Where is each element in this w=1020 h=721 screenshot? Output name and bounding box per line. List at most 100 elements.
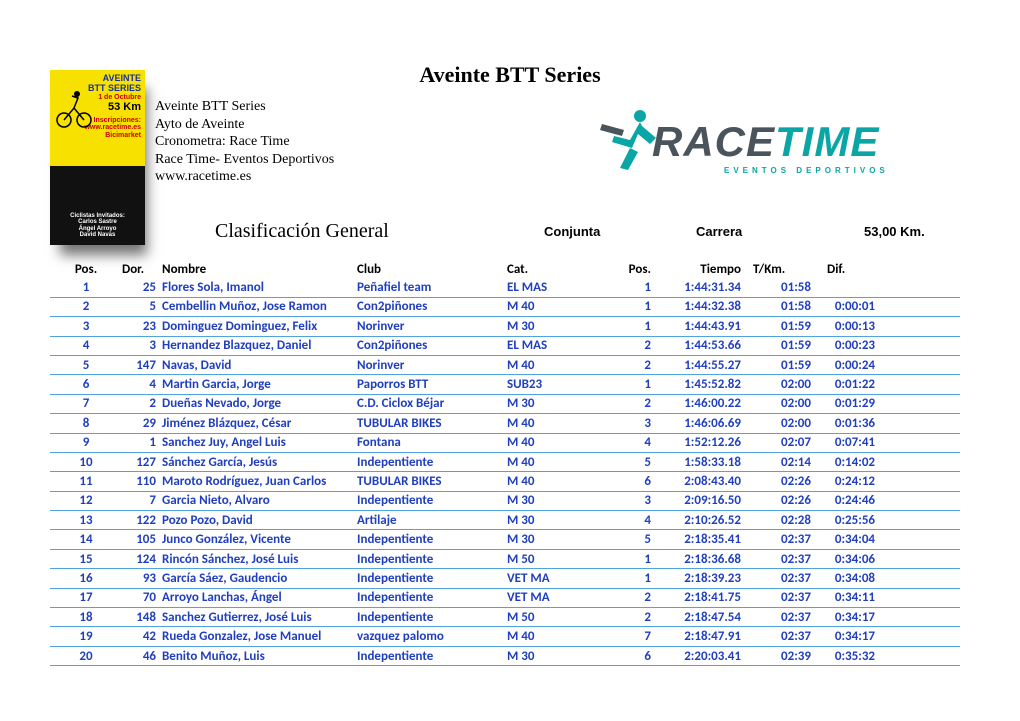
event-info: Aveinte BTT Series Ayto de Aveinte Crono…: [155, 98, 334, 186]
cell-pos: 3: [50, 319, 122, 334]
cell-club: Indepentiente: [357, 493, 507, 508]
cell-dor: 29: [122, 416, 162, 431]
cell-dor: 1: [122, 435, 162, 450]
cell-club: TUBULAR BIKES: [357, 416, 507, 431]
table-row: 18148Sanchez Gutierrez, José LuisIndepen…: [50, 608, 960, 627]
cell-pos: 13: [50, 513, 122, 528]
race-label: Carrera: [696, 224, 742, 239]
cell-nombre: Junco González, Vicente: [162, 532, 357, 547]
cell-dif: 0:34:11: [817, 590, 877, 605]
cell-pos: 10: [50, 455, 122, 470]
cell-dif: 0:01:22: [817, 377, 877, 392]
cell-dor: 42: [122, 629, 162, 644]
cell-tiempo: 2:18:47.91: [657, 629, 747, 644]
col-cat: Cat.: [507, 262, 599, 277]
cell-pos: 11: [50, 474, 122, 489]
cell-tkm: 01:58: [747, 280, 817, 295]
cell-cat: M 40: [507, 629, 599, 644]
cell-tiempo: 1:46:06.69: [657, 416, 747, 431]
col-tkm: T/Km.: [747, 262, 817, 277]
section-row: Clasificación General Conjunta Carrera 5…: [50, 220, 960, 244]
cell-club: Indepentiente: [357, 552, 507, 567]
cell-cat: M 40: [507, 435, 599, 450]
cell-pos: 18: [50, 610, 122, 625]
cell-tkm: 02:07: [747, 435, 817, 450]
cell-pos2: 1: [599, 552, 657, 567]
logo-word-a: RACE: [652, 118, 775, 165]
cell-pos2: 2: [599, 396, 657, 411]
cell-dor: 2: [122, 396, 162, 411]
cell-pos2: 2: [599, 338, 657, 353]
cell-tiempo: 2:18:39.23: [657, 571, 747, 586]
cell-nombre: Cembellin Muñoz, Jose Ramon: [162, 299, 357, 314]
col-dif: Dif.: [817, 262, 877, 277]
cell-pos2: 6: [599, 649, 657, 664]
cell-nombre: Maroto Rodríguez, Juan Carlos: [162, 474, 357, 489]
cell-pos2: 1: [599, 571, 657, 586]
cell-pos2: 3: [599, 493, 657, 508]
cell-cat: SUB23: [507, 377, 599, 392]
poster-line: Bicimarket: [54, 132, 141, 140]
cell-cat: M 30: [507, 319, 599, 334]
logo-word-b: TIME: [775, 118, 879, 165]
table-row: 13122Pozo Pozo, DavidArtilajeM 3042:10:2…: [50, 511, 960, 530]
cell-pos: 15: [50, 552, 122, 567]
table-row: 14105Junco González, VicenteIndepentient…: [50, 530, 960, 549]
cell-dif: 0:07:41: [817, 435, 877, 450]
cell-pos2: 4: [599, 435, 657, 450]
cell-cat: M 40: [507, 455, 599, 470]
cell-club: C.D. Ciclox Béjar: [357, 396, 507, 411]
cell-dor: 5: [122, 299, 162, 314]
table-row: 127Garcia Nieto, AlvaroIndepentienteM 30…: [50, 492, 960, 511]
cell-nombre: Rincón Sánchez, José Luis: [162, 552, 357, 567]
cell-pos: 5: [50, 358, 122, 373]
table-row: 5147Navas, DavidNorinverM 4021:44:55.270…: [50, 356, 960, 375]
cell-nombre: Rueda Gonzalez, Jose Manuel: [162, 629, 357, 644]
cell-tkm: 02:28: [747, 513, 817, 528]
cell-tkm: 01:59: [747, 319, 817, 334]
cell-club: TUBULAR BIKES: [357, 474, 507, 489]
poster-line: Ciclistas Invitados:: [50, 213, 145, 220]
cell-dor: 46: [122, 649, 162, 664]
cell-tkm: 02:37: [747, 610, 817, 625]
table-row: 43Hernandez Blazquez, DanielCon2piñonesE…: [50, 337, 960, 356]
cell-tiempo: 1:46:00.22: [657, 396, 747, 411]
event-line: Ayto de Aveinte: [155, 116, 334, 134]
cell-tkm: 02:26: [747, 474, 817, 489]
cell-pos2: 5: [599, 532, 657, 547]
event-line: Race Time- Eventos Deportivos: [155, 151, 334, 169]
cell-tkm: 02:00: [747, 416, 817, 431]
event-line: Aveinte BTT Series: [155, 98, 334, 116]
cell-dor: 23: [122, 319, 162, 334]
cell-cat: M 40: [507, 474, 599, 489]
cell-cat: M 30: [507, 493, 599, 508]
cell-club: Indepentiente: [357, 571, 507, 586]
cell-club: Norinver: [357, 358, 507, 373]
cell-dif: 0:34:06: [817, 552, 877, 567]
cell-nombre: Sanchez Juy, Angel Luis: [162, 435, 357, 450]
table-row: 2046Benito Muñoz, LuisIndepentienteM 306…: [50, 647, 960, 666]
cell-tkm: 01:59: [747, 338, 817, 353]
table-row: 25Cembellin Muñoz, Jose RamonCon2piñones…: [50, 298, 960, 317]
table-row: 15124Rincón Sánchez, José LuisIndepentie…: [50, 550, 960, 569]
cell-cat: EL MAS: [507, 280, 599, 295]
cell-dif: 0:01:29: [817, 396, 877, 411]
cell-nombre: Hernandez Blazquez, Daniel: [162, 338, 357, 353]
cell-pos2: 1: [599, 280, 657, 295]
cell-tiempo: 1:44:55.27: [657, 358, 747, 373]
cell-pos2: 1: [599, 377, 657, 392]
col-pos2: Pos.: [599, 262, 657, 277]
cell-cat: M 30: [507, 513, 599, 528]
cell-pos: 1: [50, 280, 122, 295]
cell-dif: 0:34:17: [817, 610, 877, 625]
cell-dor: 4: [122, 377, 162, 392]
cell-dif: 0:00:23: [817, 338, 877, 353]
table-row: 829Jiménez Blázquez, CésarTUBULAR BIKESM…: [50, 414, 960, 433]
cell-club: Fontana: [357, 435, 507, 450]
cell-cat: M 40: [507, 358, 599, 373]
cyclist-icon: [54, 88, 94, 128]
event-line: www.racetime.es: [155, 168, 334, 186]
cell-tiempo: 1:52:12.26: [657, 435, 747, 450]
cell-tiempo: 1:58:33.18: [657, 455, 747, 470]
cell-nombre: García Sáez, Gaudencio: [162, 571, 357, 586]
